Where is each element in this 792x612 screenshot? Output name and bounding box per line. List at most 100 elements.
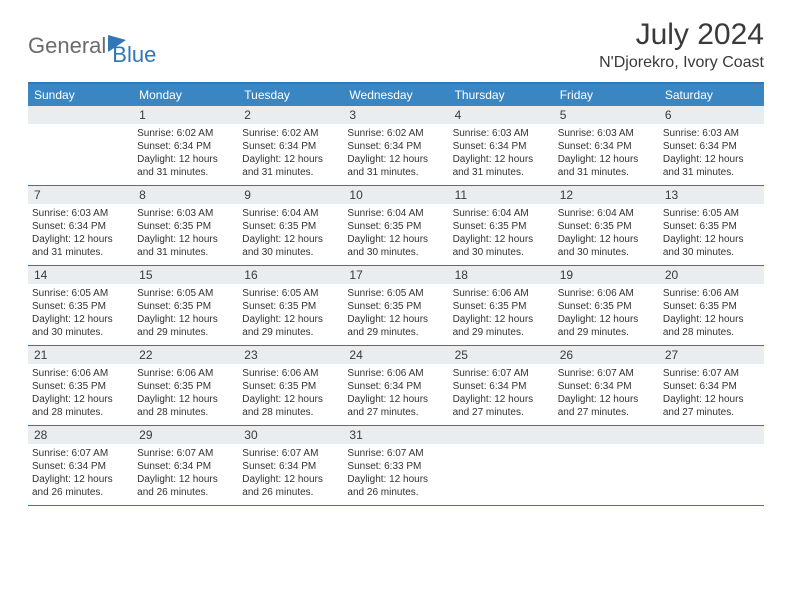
sunrise-text: Sunrise: 6:02 AM xyxy=(137,127,234,140)
day-cell: 11Sunrise: 6:04 AMSunset: 6:35 PMDayligh… xyxy=(449,186,554,265)
day-cell: 23Sunrise: 6:06 AMSunset: 6:35 PMDayligh… xyxy=(238,346,343,425)
day-cell: 7Sunrise: 6:03 AMSunset: 6:34 PMDaylight… xyxy=(28,186,133,265)
day-number: 1 xyxy=(133,106,238,124)
sunset-text: Sunset: 6:34 PM xyxy=(137,460,234,473)
sunset-text: Sunset: 6:34 PM xyxy=(347,140,444,153)
sunrise-text: Sunrise: 6:06 AM xyxy=(347,367,444,380)
day-number: 7 xyxy=(28,186,133,204)
sunset-text: Sunset: 6:35 PM xyxy=(558,220,655,233)
day-number: 3 xyxy=(343,106,448,124)
daylight-text: Daylight: 12 hours and 28 minutes. xyxy=(663,313,760,339)
sunset-text: Sunset: 6:35 PM xyxy=(32,300,129,313)
sunset-text: Sunset: 6:34 PM xyxy=(453,140,550,153)
daylight-text: Daylight: 12 hours and 29 minutes. xyxy=(242,313,339,339)
day-cell: 16Sunrise: 6:05 AMSunset: 6:35 PMDayligh… xyxy=(238,266,343,345)
daylight-text: Daylight: 12 hours and 29 minutes. xyxy=(558,313,655,339)
day-body: Sunrise: 6:05 AMSunset: 6:35 PMDaylight:… xyxy=(343,284,448,345)
sunset-text: Sunset: 6:35 PM xyxy=(663,300,760,313)
day-cell: 14 Sunrise: 6:05 AMSunset: 6:35 PMDayligh… xyxy=(28,266,133,345)
daylight-text: Daylight: 12 hours and 27 minutes. xyxy=(663,393,760,419)
daylight-text: Daylight: 12 hours and 28 minutes. xyxy=(32,393,129,419)
day-number: 22 xyxy=(133,346,238,364)
day-cell: 2Sunrise: 6:02 AMSunset: 6:34 PMDaylight… xyxy=(238,106,343,185)
day-number: 23 xyxy=(238,346,343,364)
weekday-header: Friday xyxy=(554,84,659,106)
day-body: Sunrise: 6:04 AMSunset: 6:35 PMDaylight:… xyxy=(449,204,554,265)
sunset-text: Sunset: 6:35 PM xyxy=(242,220,339,233)
sunrise-text: Sunrise: 6:06 AM xyxy=(32,367,129,380)
day-number: 20 xyxy=(659,266,764,284)
weekday-header: Monday xyxy=(133,84,238,106)
daylight-text: Daylight: 12 hours and 29 minutes. xyxy=(347,313,444,339)
day-cell: 9Sunrise: 6:04 AMSunset: 6:35 PMDaylight… xyxy=(238,186,343,265)
day-body: Sunrise: 6:02 AMSunset: 6:34 PMDaylight:… xyxy=(343,124,448,185)
daylight-text: Daylight: 12 hours and 30 minutes. xyxy=(242,233,339,259)
day-number xyxy=(449,426,554,444)
day-body xyxy=(659,444,764,453)
day-cell: 5Sunrise: 6:03 AMSunset: 6:34 PMDaylight… xyxy=(554,106,659,185)
sunrise-text: Sunrise: 6:04 AM xyxy=(347,207,444,220)
daylight-text: Daylight: 12 hours and 31 minutes. xyxy=(137,153,234,179)
day-cell: 6Sunrise: 6:03 AMSunset: 6:34 PMDaylight… xyxy=(659,106,764,185)
sunset-text: Sunset: 6:35 PM xyxy=(453,220,550,233)
day-cell: 19Sunrise: 6:06 AMSunset: 6:35 PMDayligh… xyxy=(554,266,659,345)
sunrise-text: Sunrise: 6:05 AM xyxy=(663,207,760,220)
day-number: 21 xyxy=(28,346,133,364)
day-body: Sunrise: 6:03 AMSunset: 6:35 PMDaylight:… xyxy=(133,204,238,265)
day-number: 15 xyxy=(133,266,238,284)
day-number: 18 xyxy=(449,266,554,284)
week-row: 14Sunrise: 6:05 AMSunset: 6:35 PMDayligh… xyxy=(28,266,764,346)
sunrise-text: Sunrise: 6:07 AM xyxy=(347,447,444,460)
sunrise-text: Sunrise: 6:05 AM xyxy=(32,287,129,300)
sunrise-text: Sunrise: 6:07 AM xyxy=(558,367,655,380)
daylight-text: Daylight: 12 hours and 30 minutes. xyxy=(558,233,655,259)
sunrise-text: Sunrise: 6:03 AM xyxy=(32,207,129,220)
day-body xyxy=(449,444,554,453)
daylight-text: Daylight: 12 hours and 30 minutes. xyxy=(347,233,444,259)
day-body: Sunrise: 6:02 AMSunset: 6:34 PMDaylight:… xyxy=(238,124,343,185)
sunrise-text: Sunrise: 6:03 AM xyxy=(663,127,760,140)
week-row: 21Sunrise: 6:06 AMSunset: 6:35 PMDayligh… xyxy=(28,346,764,426)
sunset-text: Sunset: 6:35 PM xyxy=(242,380,339,393)
day-body: Sunrise: 6:03 AMSunset: 6:34 PMDaylight:… xyxy=(659,124,764,185)
daylight-text: Daylight: 12 hours and 29 minutes. xyxy=(137,313,234,339)
day-cell: 24Sunrise: 6:06 AMSunset: 6:34 PMDayligh… xyxy=(343,346,448,425)
day-cell: 22Sunrise: 6:06 AMSunset: 6:35 PMDayligh… xyxy=(133,346,238,425)
sunset-text: Sunset: 6:34 PM xyxy=(663,380,760,393)
sunset-text: Sunset: 6:35 PM xyxy=(347,300,444,313)
day-body: Sunrise: 6:06 AMSunset: 6:35 PMDaylight:… xyxy=(133,364,238,425)
calendar: Sunday Monday Tuesday Wednesday Thursday… xyxy=(28,82,764,506)
day-number: 6 xyxy=(659,106,764,124)
sunset-text: Sunset: 6:33 PM xyxy=(347,460,444,473)
sunset-text: Sunset: 6:35 PM xyxy=(453,300,550,313)
daylight-text: Daylight: 12 hours and 31 minutes. xyxy=(242,153,339,179)
day-cell: 18Sunrise: 6:06 AMSunset: 6:35 PMDayligh… xyxy=(449,266,554,345)
title-block: July 2024 N'Djorekro, Ivory Coast xyxy=(599,18,764,72)
day-number: 12 xyxy=(554,186,659,204)
daylight-text: Daylight: 12 hours and 31 minutes. xyxy=(137,233,234,259)
sunset-text: Sunset: 6:35 PM xyxy=(32,380,129,393)
day-cell: 10Sunrise: 6:04 AMSunset: 6:35 PMDayligh… xyxy=(343,186,448,265)
daylight-text: Daylight: 12 hours and 30 minutes. xyxy=(32,313,129,339)
weekday-header: Wednesday xyxy=(343,84,448,106)
sunset-text: Sunset: 6:34 PM xyxy=(558,380,655,393)
day-number: 25 xyxy=(449,346,554,364)
day-number: 13 xyxy=(659,186,764,204)
sunset-text: Sunset: 6:34 PM xyxy=(137,140,234,153)
logo-text-general: General xyxy=(28,33,106,59)
day-number: 26 xyxy=(554,346,659,364)
sunrise-text: Sunrise: 6:02 AM xyxy=(242,127,339,140)
day-number: 5 xyxy=(554,106,659,124)
day-body: Sunrise: 6:04 AMSunset: 6:35 PMDaylight:… xyxy=(554,204,659,265)
daylight-text: Daylight: 12 hours and 26 minutes. xyxy=(242,473,339,499)
location-label: N'Djorekro, Ivory Coast xyxy=(599,54,764,72)
day-body: Sunrise: 6:07 AMSunset: 6:34 PMDaylight:… xyxy=(133,444,238,505)
day-number xyxy=(28,106,133,124)
sunrise-text: Sunrise: 6:06 AM xyxy=(663,287,760,300)
weekday-header-row: Sunday Monday Tuesday Wednesday Thursday… xyxy=(28,84,764,106)
sunset-text: Sunset: 6:34 PM xyxy=(663,140,760,153)
day-number: 14 xyxy=(28,266,133,284)
day-body: Sunrise: 6:04 AMSunset: 6:35 PMDaylight:… xyxy=(238,204,343,265)
day-body: Sunrise: 6:07 AMSunset: 6:34 PMDaylight:… xyxy=(659,364,764,425)
sunrise-text: Sunrise: 6:03 AM xyxy=(137,207,234,220)
